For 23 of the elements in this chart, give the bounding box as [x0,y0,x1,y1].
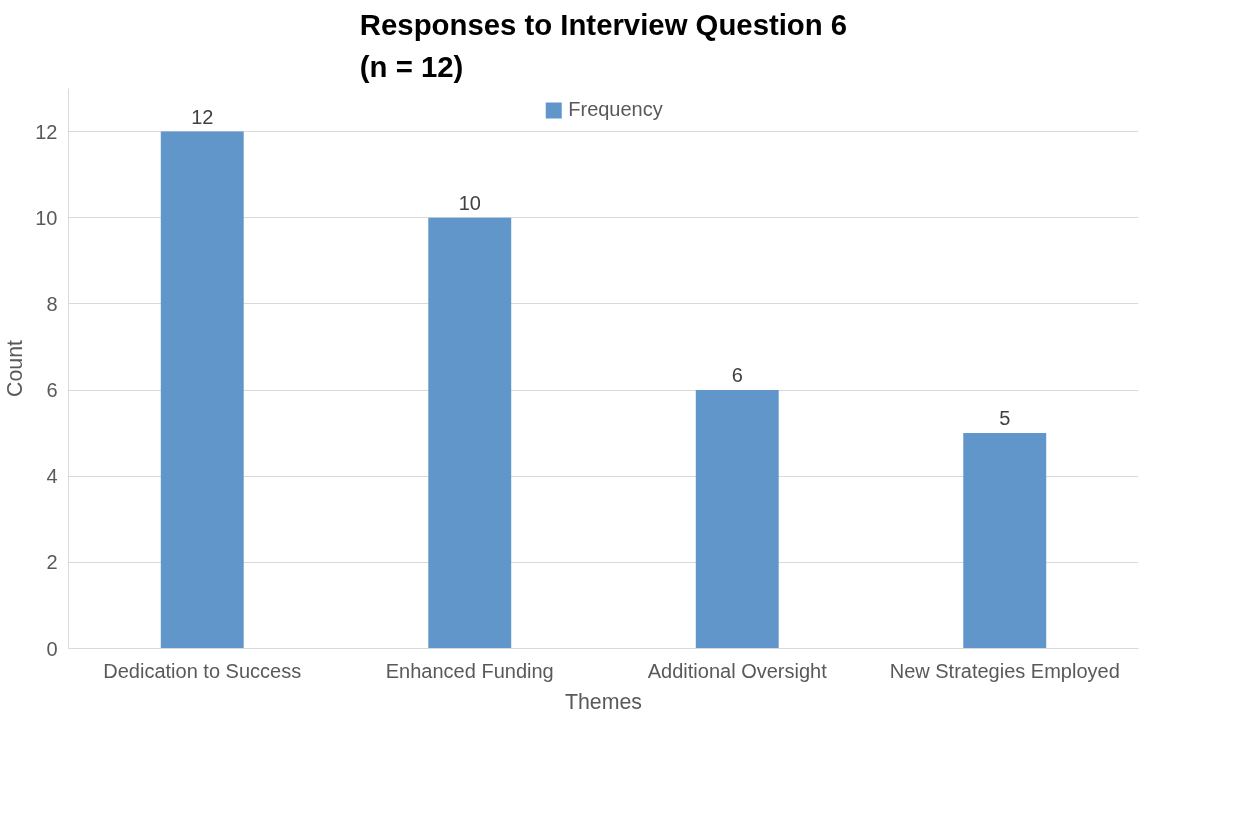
x-tick-label: Dedication to Success [103,659,302,682]
bar [695,390,779,649]
data-label: 10 [458,191,481,214]
y-axis-title: Count [3,339,28,397]
x-tick-label: New Strategies Employed [889,659,1120,682]
y-tick-label: 4 [46,465,58,488]
x-axis-title: Themes [564,689,643,714]
y-tick-label: 12 [35,120,58,143]
x-tick-label: Enhanced Funding [385,659,554,682]
bar [428,217,512,649]
bar [963,433,1047,649]
data-label: 5 [999,407,1011,430]
y-tick-label: 6 [46,379,58,402]
data-label: 6 [731,364,743,387]
legend-label: Frequency [568,98,663,121]
y-tick-label: 2 [46,551,58,574]
x-tick-label: Additional Oversight [647,659,828,682]
y-tick-label: 0 [46,637,58,660]
y-tick-label: 8 [46,292,58,315]
bar [160,131,244,649]
chart-title: Responses to Interview Question 6 (n = 12) [359,7,848,84]
y-tick-label: 10 [35,206,58,229]
data-label: 12 [191,105,214,128]
